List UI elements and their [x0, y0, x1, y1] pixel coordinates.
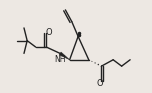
Text: O: O [96, 79, 103, 88]
Polygon shape [59, 52, 70, 60]
Text: NH: NH [54, 55, 66, 64]
Text: O: O [45, 28, 52, 37]
